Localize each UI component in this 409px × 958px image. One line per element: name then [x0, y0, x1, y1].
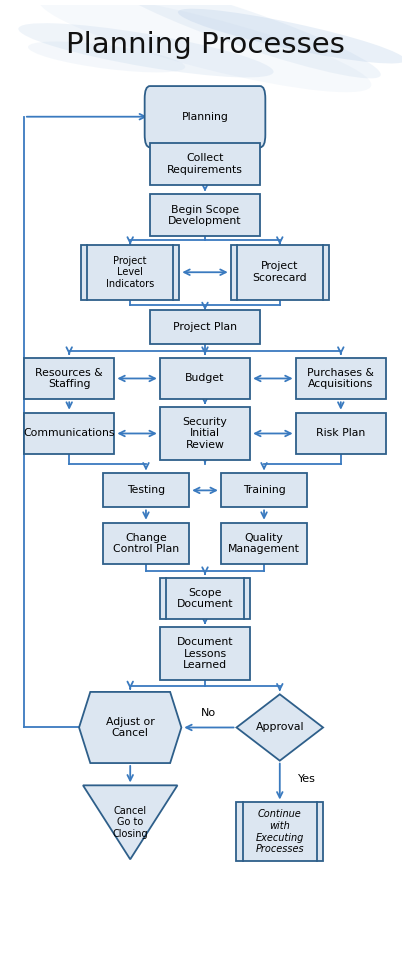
Ellipse shape: [38, 0, 371, 92]
Text: Testing: Testing: [127, 486, 164, 495]
Text: Yes: Yes: [298, 773, 315, 784]
Text: Planning: Planning: [181, 112, 228, 122]
Text: Cancel
Go to
Closing: Cancel Go to Closing: [112, 806, 148, 839]
Bar: [236, 803, 322, 861]
Bar: [295, 413, 385, 454]
Ellipse shape: [28, 41, 185, 73]
Ellipse shape: [108, 0, 380, 79]
Text: No: No: [201, 708, 216, 718]
Text: Project Plan: Project Plan: [173, 322, 236, 332]
Text: Begin Scope
Development: Begin Scope Development: [168, 205, 241, 226]
Bar: [220, 523, 307, 564]
Bar: [150, 310, 259, 344]
Text: Scope
Document: Scope Document: [176, 587, 233, 609]
Text: Project
Scorecard: Project Scorecard: [252, 262, 306, 283]
Text: Planning Processes: Planning Processes: [65, 31, 344, 58]
Bar: [24, 413, 114, 454]
Bar: [160, 407, 249, 460]
Bar: [24, 357, 114, 399]
Text: Project
Level
Indicators: Project Level Indicators: [106, 256, 154, 289]
Bar: [160, 627, 249, 679]
Text: Adjust or
Cancel: Adjust or Cancel: [106, 717, 154, 739]
Text: Communications: Communications: [23, 428, 115, 439]
Text: Collect
Requirements: Collect Requirements: [166, 153, 243, 175]
Polygon shape: [236, 695, 322, 761]
Text: Continue
with
Executing
Processes: Continue with Executing Processes: [255, 810, 303, 855]
Bar: [160, 357, 249, 399]
Text: Quality
Management: Quality Management: [227, 533, 299, 555]
Bar: [220, 473, 307, 508]
Polygon shape: [83, 786, 177, 859]
Ellipse shape: [178, 9, 405, 63]
Text: Training: Training: [242, 486, 285, 495]
Bar: [102, 523, 189, 564]
Text: Approval: Approval: [255, 722, 303, 733]
Text: Budget: Budget: [185, 374, 224, 383]
Bar: [230, 244, 328, 300]
Text: Risk Plan: Risk Plan: [315, 428, 364, 439]
Bar: [81, 244, 179, 300]
Bar: [160, 578, 249, 620]
Text: Purchases &
Acquisitions: Purchases & Acquisitions: [307, 368, 373, 389]
Bar: [150, 144, 259, 185]
Bar: [102, 473, 189, 508]
Bar: [150, 194, 259, 237]
Polygon shape: [79, 692, 181, 764]
Text: Document
Lessons
Learned: Document Lessons Learned: [176, 637, 233, 670]
FancyBboxPatch shape: [144, 86, 265, 148]
Bar: [295, 357, 385, 399]
Text: Security
Initial
Review: Security Initial Review: [182, 417, 227, 450]
Text: Change
Control Plan: Change Control Plan: [112, 533, 179, 555]
Text: Resources &
Staffing: Resources & Staffing: [35, 368, 103, 389]
Ellipse shape: [18, 23, 273, 78]
